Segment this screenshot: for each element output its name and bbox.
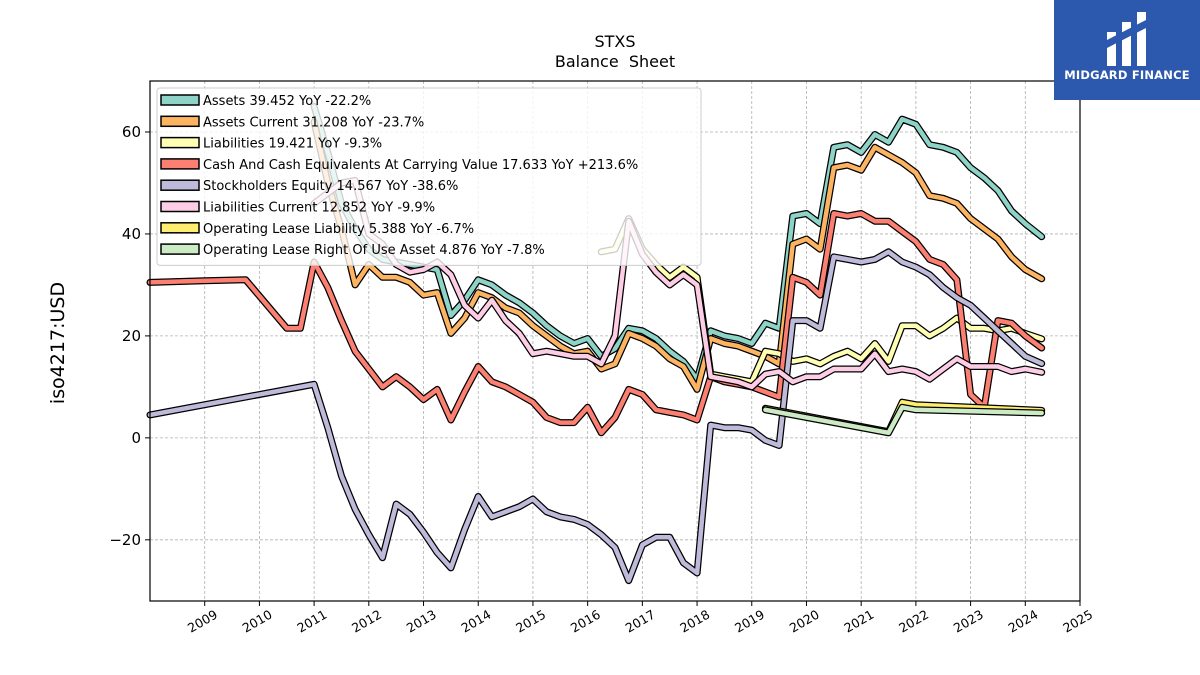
x-tick-label: 2016 [568, 607, 603, 636]
x-tick-label: 2015 [513, 607, 548, 636]
legend-swatch [160, 136, 200, 149]
x-tick-label: 2025 [1060, 607, 1095, 636]
y-tick-label: 20 [122, 327, 141, 345]
legend-entry: Assets Current 31.208 YoY -23.7% [203, 115, 424, 130]
x-tick-label: 2021 [841, 607, 876, 636]
chart-title-line-1: STXS [594, 32, 636, 51]
legend-entry: Operating Lease Liability 5.388 YoY -6.7… [203, 222, 474, 237]
series-line [311, 104, 1044, 382]
legend-swatch [160, 158, 200, 170]
x-tick-label: 2024 [1006, 607, 1041, 636]
legend-entry: Operating Lease Right Of Use Asset 4.876… [203, 243, 545, 258]
series-operating-lease-right-of-use-asset [761, 403, 1046, 437]
series-lines [146, 103, 1046, 585]
x-tick-label: 2011 [294, 607, 329, 636]
plot-area-frame [149, 80, 1081, 602]
x-tick-label: 2023 [951, 607, 986, 636]
series-assets-current [310, 118, 1046, 393]
midgard-logo-icon [1107, 12, 1146, 66]
legend: Assets 39.452 YoY -22.2% Assets Current 3… [156, 87, 702, 266]
brand-logo: MIDGARD FINANCE [1054, 0, 1200, 100]
legend-swatch [160, 179, 200, 191]
legend-entry: Stockholders Equity 14.567 YoY -38.6% [203, 179, 458, 194]
x-tick-label: 2017 [623, 607, 658, 636]
y-tick-label: 0 [131, 429, 141, 447]
series-stockholders-equity [146, 248, 1046, 585]
legend-entry: Assets 39.452 YoY -22.2% [203, 94, 371, 109]
series-liabilities [597, 215, 1046, 386]
legend-entry: Cash And Cash Equivalents At Carrying Va… [203, 158, 638, 173]
series-cash-and-cash-equivalents-at-carrying-value [146, 210, 1046, 437]
series-line [599, 216, 1044, 385]
x-tick-label: 2012 [349, 607, 384, 636]
chart-title-line-2: Balance Sheet [554, 52, 676, 71]
x-tick-label: 2009 [185, 607, 220, 636]
legend-swatch [160, 222, 200, 234]
x-tick-label: 2022 [896, 607, 931, 636]
series-line [763, 405, 1044, 436]
y-tick-label: 60 [122, 123, 141, 141]
legend-swatch [160, 243, 200, 255]
series-line [147, 249, 1044, 583]
y-axis-label: iso4217:USD [47, 282, 69, 404]
chart-title: STXS Balance Sheet [150, 32, 1080, 72]
series-line [311, 119, 1044, 392]
x-tick-label: 2019 [732, 607, 767, 636]
y-tick-label: −20 [109, 531, 141, 549]
y-tick-label: 40 [122, 225, 141, 243]
legend-swatch [160, 200, 200, 213]
legend-entry: Liabilities 19.421 YoY -9.3% [203, 137, 382, 152]
legend-entry: Liabilities Current 12.852 YoY -9.9% [203, 201, 435, 216]
x-tick-label: 2010 [240, 607, 275, 636]
x-tick-label: 2013 [404, 607, 439, 636]
legend-swatch [160, 115, 200, 128]
x-tick-label: 2018 [677, 607, 712, 636]
brand-name: MIDGARD FINANCE [1064, 68, 1190, 82]
legend-box [156, 87, 702, 266]
series-line [147, 211, 1044, 436]
legend-swatch [160, 94, 200, 106]
x-tick-label: 2014 [458, 607, 493, 636]
series-assets [310, 103, 1046, 383]
x-tick-label: 2020 [787, 607, 822, 636]
